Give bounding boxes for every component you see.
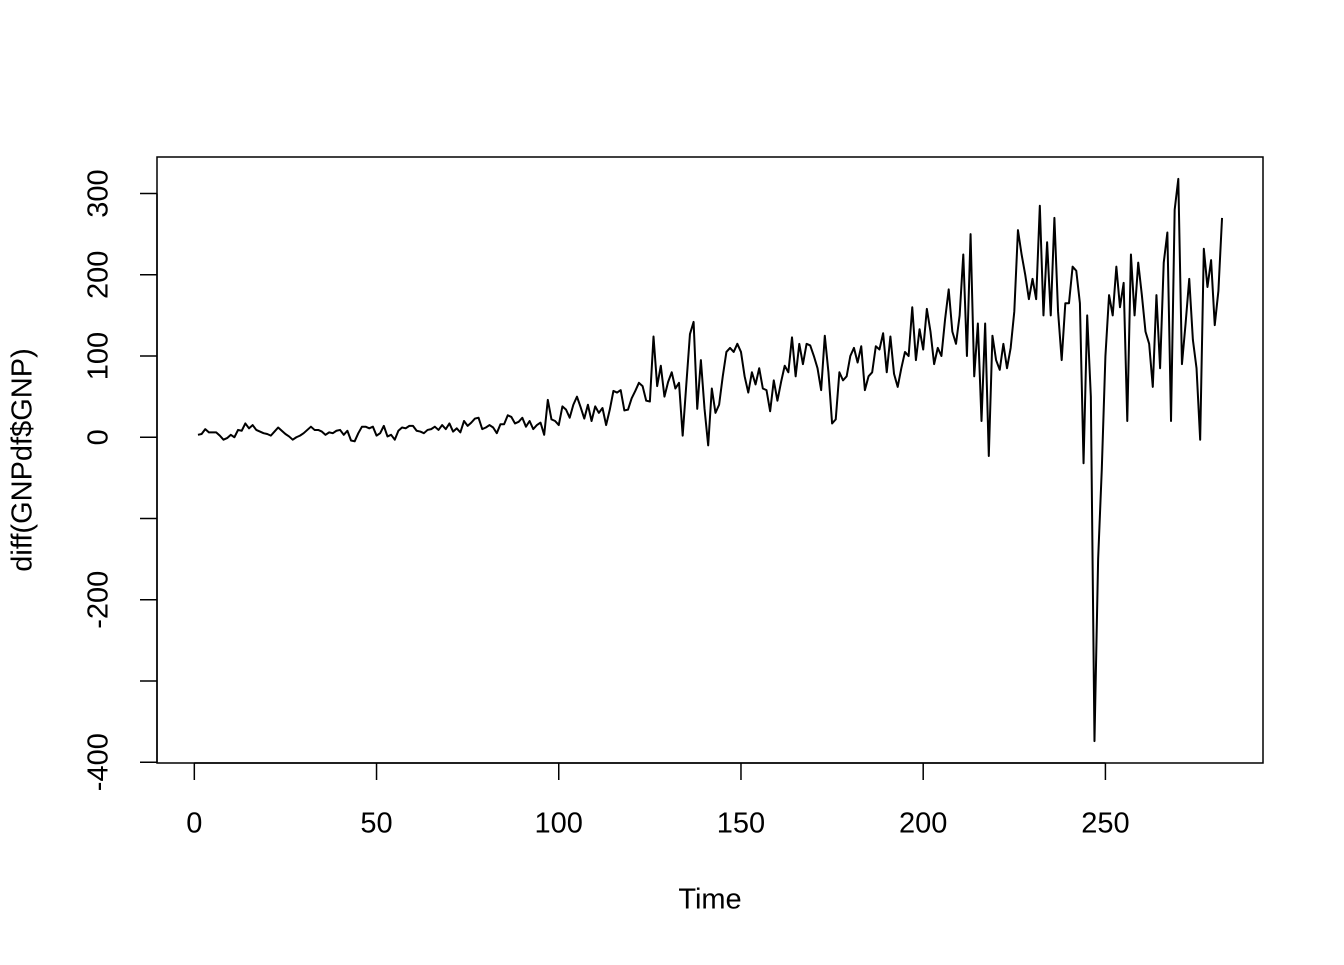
y-tick-label: 300 xyxy=(83,169,115,217)
y-tick-label: 200 xyxy=(83,251,115,299)
x-tick-label: 200 xyxy=(899,808,947,840)
x-tick-label: 100 xyxy=(535,808,583,840)
y-tick-label: 100 xyxy=(83,332,115,380)
x-tick-label: 150 xyxy=(717,808,765,840)
y-axis-title: diff(GNPdf$GNP) xyxy=(7,348,39,571)
y-tick-label: 0 xyxy=(83,429,115,445)
x-axis-title: Time xyxy=(678,884,741,916)
plot-frame xyxy=(156,156,1264,764)
x-tick-label: 0 xyxy=(186,808,202,840)
y-tick-label: -400 xyxy=(83,733,115,791)
data-line xyxy=(197,177,1224,743)
x-tick-label: 50 xyxy=(360,808,392,840)
y-tick-label: -200 xyxy=(83,571,115,629)
x-tick-label: 250 xyxy=(1081,808,1129,840)
